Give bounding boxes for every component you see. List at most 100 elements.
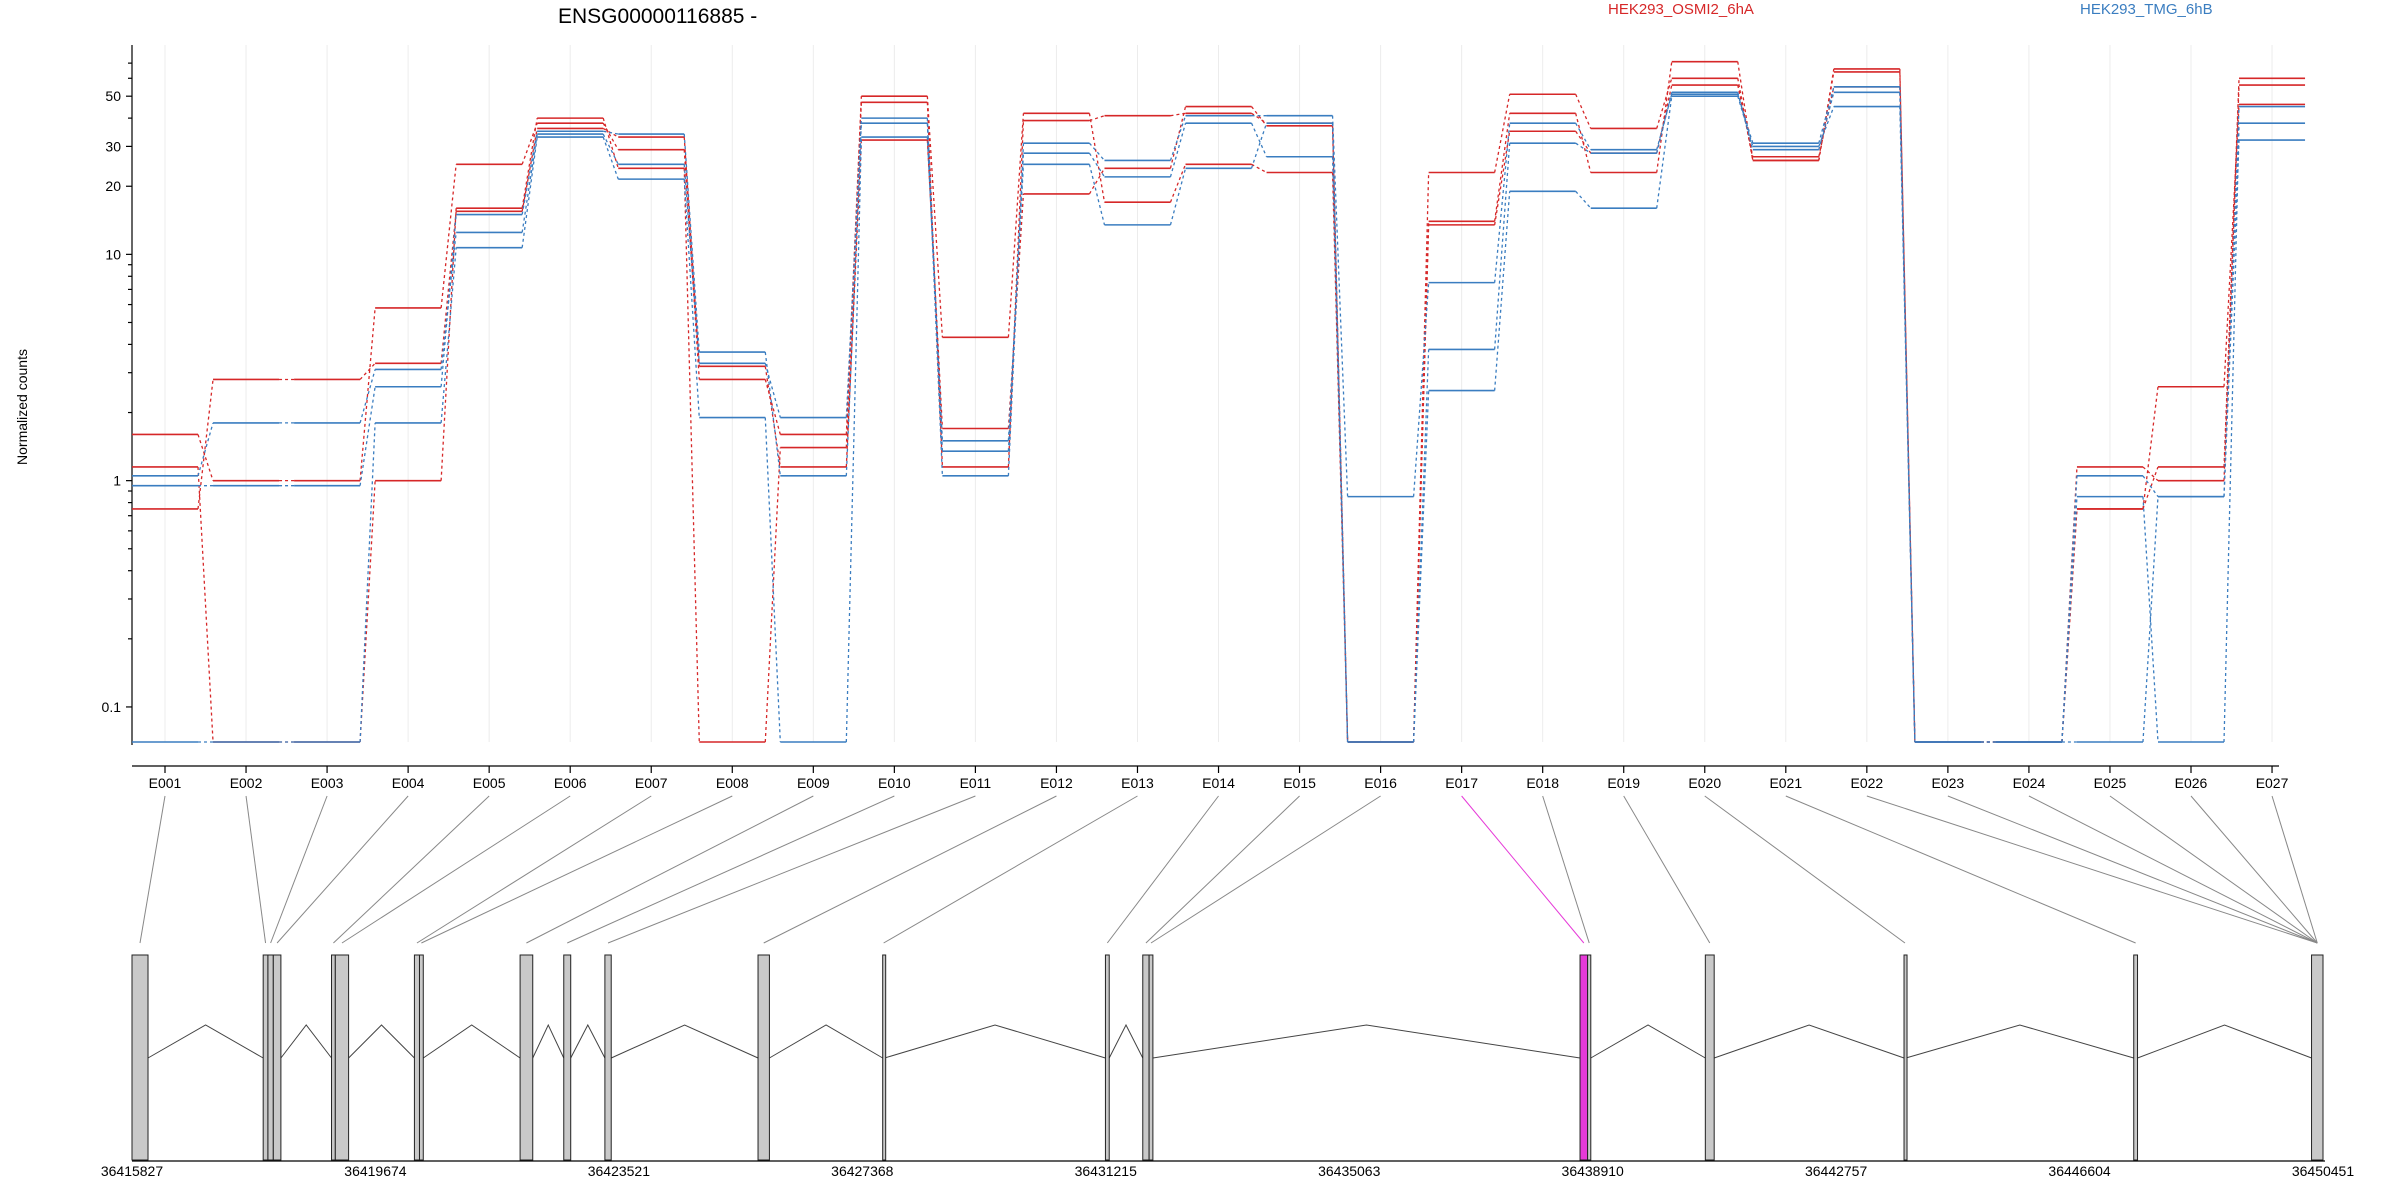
exon-connector	[421, 795, 733, 944]
series-connector	[1737, 96, 1754, 147]
intron-line	[1714, 1024, 1905, 1059]
series-connector	[1088, 164, 1106, 226]
series-connector	[1656, 92, 1673, 154]
series-connector	[1899, 106, 1916, 743]
series-connector	[2142, 475, 2159, 498]
intron-line	[280, 1024, 332, 1059]
series-connector	[1575, 93, 1592, 129]
gridlines	[164, 45, 2273, 742]
series-connector	[521, 131, 538, 215]
intron-line	[1905, 1024, 2134, 1059]
exon-box	[2311, 954, 2324, 1161]
y-axis-label: Normalized counts	[14, 349, 30, 465]
exon-box	[1704, 954, 1715, 1161]
x-tick-label: E006	[554, 775, 587, 791]
legend-entry-tmg: HEK293_TMG_6hB	[2080, 1, 2213, 18]
exon-box	[131, 954, 149, 1161]
series-connector	[926, 140, 944, 429]
exon-connectors	[139, 795, 2318, 944]
series-connector	[602, 122, 619, 151]
series-connector	[2223, 123, 2240, 743]
series-connector	[1412, 349, 1430, 743]
series-connector	[683, 136, 700, 367]
exon-box	[1104, 954, 1110, 1161]
x-tick-label: E018	[1526, 775, 1559, 791]
series-connector	[2142, 496, 2159, 743]
x-tick-label: E015	[1283, 775, 1316, 791]
series-connector	[1007, 113, 1025, 338]
exon-connector	[567, 795, 895, 944]
series-connector	[1818, 92, 1835, 150]
series-connector	[1818, 106, 1835, 147]
x-tick-label: E004	[392, 775, 425, 791]
exon-box	[262, 954, 269, 1161]
series-connector	[521, 118, 538, 209]
series-connector	[1494, 94, 1511, 173]
series-connector	[1575, 130, 1592, 154]
coordinate-tick-label: 36442757	[1805, 1163, 1868, 1179]
gene-model: 36415827 36419674 36423521 36427368 36431215…	[101, 954, 2354, 1179]
x-tick-label: E024	[2013, 775, 2046, 791]
exon-box	[1142, 954, 1150, 1161]
series-connector	[1331, 156, 1349, 743]
series-connector	[1007, 120, 1025, 467]
series-connector	[2142, 466, 2159, 510]
series-connector	[1656, 96, 1673, 209]
series-connector	[1007, 164, 1025, 441]
exon-connector	[341, 795, 571, 944]
series-connector	[1493, 191, 1511, 391]
series-connector	[1089, 115, 1105, 122]
series-connector	[1088, 142, 1105, 161]
exon-connector	[416, 795, 652, 944]
series-connector	[1656, 78, 1673, 129]
x-tick-label: E022	[1850, 775, 1883, 791]
series-connector	[1493, 123, 1511, 283]
coordinate-tick-label: 36427368	[831, 1163, 894, 1179]
series-connector	[926, 136, 944, 441]
x-tick-label: E013	[1121, 775, 1154, 791]
intron-line	[2137, 1024, 2312, 1059]
intron-line	[532, 1023, 565, 1059]
series-connector	[1737, 94, 1754, 144]
series-connector	[1088, 152, 1106, 178]
series-connector	[1007, 153, 1025, 452]
exon-box	[563, 954, 572, 1161]
series-connector	[2061, 496, 2078, 743]
series-connector	[1251, 163, 1267, 174]
series-connector	[1575, 122, 1592, 151]
series-connector	[845, 123, 863, 476]
exon-box	[519, 954, 534, 1161]
x-axis: E001 E002 E003 E004 E005 E006 E007 E008 E009 E010…	[132, 765, 2289, 791]
x-tick-label: E010	[878, 775, 911, 791]
series-connector	[359, 386, 376, 486]
exon-connector	[333, 795, 490, 944]
exon-connector	[1150, 795, 1381, 944]
series-connector	[683, 179, 700, 418]
coordinate-tick-label: 36446604	[2048, 1163, 2111, 1179]
intron-line	[1152, 1024, 1581, 1059]
series-connector	[764, 363, 781, 418]
intron-line	[348, 1024, 415, 1059]
series-connector	[197, 434, 214, 481]
intron-line	[422, 1024, 521, 1059]
series-connector	[440, 214, 457, 387]
exon-connector	[139, 795, 166, 944]
series-connector	[1737, 61, 1754, 161]
legend-entry-osmi2: HEK293_OSMI2_6hA	[1608, 1, 1754, 18]
coordinate-tick-label: 36435063	[1318, 1163, 1381, 1179]
series-connector	[1169, 164, 1187, 203]
series-connector	[2223, 106, 2240, 497]
x-tick-label: E016	[1364, 775, 1397, 791]
exon-connector	[245, 795, 267, 944]
x-tick-label: E019	[1607, 775, 1640, 791]
x-tick-label: E017	[1445, 775, 1478, 791]
series-connector	[683, 134, 700, 353]
exon-box	[1903, 954, 1908, 1161]
exon-box	[267, 954, 274, 1161]
coordinate-tick-label: 36419674	[344, 1163, 407, 1179]
intron-line	[611, 1024, 759, 1059]
series-connector	[764, 447, 781, 743]
series-connector	[1493, 143, 1511, 350]
series-connector	[1493, 113, 1511, 222]
